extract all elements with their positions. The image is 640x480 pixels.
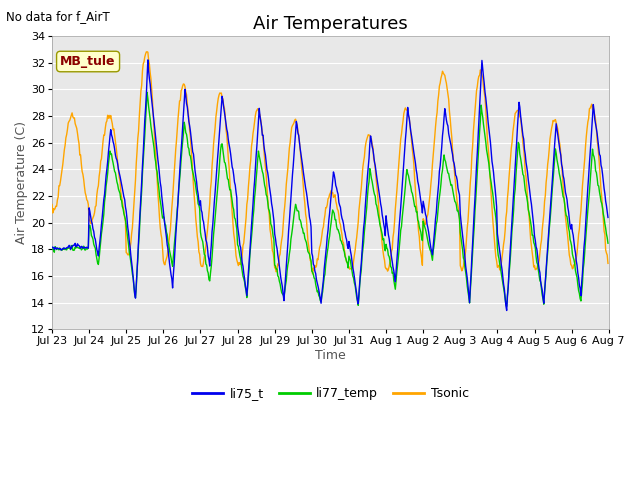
li75_t (144, 57, 152, 63)
li77_temp (399, 214, 406, 220)
Tsonic (308, 271, 316, 277)
li75_t (115, 170, 123, 176)
Tsonic (173, 138, 180, 144)
Line: li75_t: li75_t (52, 60, 608, 311)
Tsonic (143, 49, 151, 55)
Title: Air Temperatures: Air Temperatures (253, 15, 408, 33)
Line: Tsonic: Tsonic (52, 52, 608, 274)
Legend: li75_t, li77_temp, Tsonic: li75_t, li77_temp, Tsonic (187, 382, 474, 405)
Y-axis label: Air Temperature (C): Air Temperature (C) (15, 121, 28, 244)
Tsonic (604, 261, 612, 266)
Tsonic (58, 167, 66, 173)
li75_t (173, 222, 180, 228)
li75_t (415, 182, 422, 188)
li77_temp (604, 240, 612, 246)
li77_temp (58, 247, 66, 253)
li77_temp (503, 303, 511, 309)
Line: li77_temp: li77_temp (52, 92, 608, 306)
li75_t (503, 308, 511, 313)
Tsonic (48, 202, 56, 207)
X-axis label: Time: Time (315, 349, 346, 362)
li77_temp (173, 217, 180, 223)
li75_t (48, 245, 56, 251)
Tsonic (415, 234, 423, 240)
li75_t (58, 246, 66, 252)
Tsonic (202, 243, 210, 249)
li77_temp (115, 188, 123, 194)
li75_t (202, 237, 210, 243)
li77_temp (48, 246, 56, 252)
li77_temp (415, 219, 422, 225)
li75_t (399, 183, 406, 189)
Tsonic (115, 175, 123, 180)
li77_temp (202, 261, 210, 267)
Text: No data for f_AirT: No data for f_AirT (6, 10, 110, 23)
Text: MB_tule: MB_tule (60, 55, 116, 68)
li75_t (604, 215, 612, 220)
li77_temp (143, 89, 151, 95)
Tsonic (399, 118, 407, 124)
